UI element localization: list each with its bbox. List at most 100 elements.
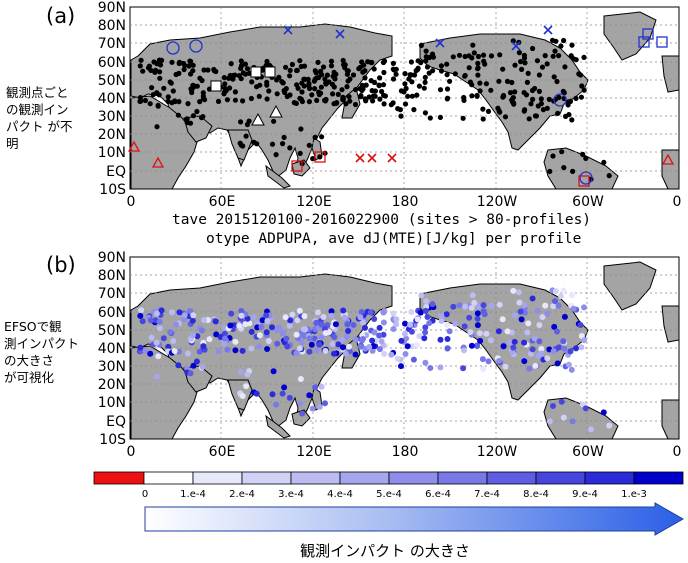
station-dot (422, 324, 429, 331)
station-dot (409, 93, 415, 99)
station-dot (353, 87, 359, 93)
colorbar-label: 7.e-4 (474, 489, 500, 500)
station-dot (437, 364, 444, 371)
station-dot (156, 318, 163, 325)
station-dot (170, 88, 176, 94)
station-dot (147, 101, 153, 107)
lon-label: 120E (296, 194, 332, 210)
station-dot (340, 307, 347, 314)
station-dot (284, 343, 291, 350)
station-dot (444, 345, 451, 352)
station-dot (532, 362, 539, 369)
station-dot (148, 67, 154, 73)
station-dot (273, 401, 280, 408)
station-dot (377, 75, 383, 81)
station-dot (176, 99, 182, 105)
red-triangle-marker (661, 153, 675, 165)
station-dot (560, 414, 567, 421)
station-dot (190, 312, 197, 319)
station-dot (322, 98, 328, 104)
station-dot (568, 366, 575, 373)
station-dot (367, 309, 374, 316)
station-dot (240, 98, 246, 104)
station-dot (402, 81, 408, 87)
blue-cross-marker (335, 29, 345, 39)
station-dot (550, 303, 557, 310)
station-dot (555, 110, 561, 116)
station-dot (534, 58, 541, 64)
station-dot (309, 92, 315, 98)
white-triangle-marker (251, 112, 265, 126)
station-dot (480, 52, 487, 58)
station-dot (330, 91, 336, 97)
station-dot (331, 84, 337, 90)
red-cross-marker (387, 153, 397, 163)
station-dot (345, 328, 352, 334)
station-dot (360, 69, 366, 75)
lon-label: 180 (392, 194, 419, 210)
station-dot (469, 292, 476, 299)
station-dot (550, 403, 556, 409)
station-dot (381, 92, 387, 98)
station-dot (253, 390, 260, 397)
station-dot (224, 97, 230, 103)
station-dot (550, 348, 557, 354)
station-dot (149, 85, 155, 91)
station-dot (606, 422, 613, 429)
station-dot (567, 348, 574, 355)
station-dot (422, 79, 428, 85)
station-dot (232, 97, 238, 103)
map-a-stations (137, 37, 612, 182)
lat-label: 60N (98, 55, 126, 71)
station-dot (556, 94, 562, 100)
lon-label: 120W (477, 444, 518, 460)
station-dot (398, 113, 404, 119)
red-cross-marker (355, 153, 365, 163)
station-dot (581, 87, 587, 93)
station-dot (569, 117, 575, 123)
panel-b-label: (b) (46, 253, 76, 277)
station-dot (381, 350, 388, 357)
station-dot (301, 76, 307, 82)
station-dot (299, 339, 305, 345)
station-dot (521, 339, 528, 346)
station-dot (287, 145, 293, 151)
station-dot (426, 320, 433, 327)
station-dot (606, 173, 612, 179)
station-dot (258, 323, 265, 330)
station-dot (561, 165, 567, 171)
station-dot (456, 52, 463, 58)
station-dot (170, 338, 177, 344)
station-dot (357, 64, 363, 70)
station-dot (480, 366, 487, 372)
station-dot (542, 53, 548, 59)
station-dot (510, 344, 517, 351)
station-dot (408, 328, 415, 335)
station-dot (499, 316, 506, 323)
europe-west-land (661, 305, 680, 343)
station-dot (237, 368, 244, 375)
station-dot (371, 316, 378, 322)
station-dot (294, 317, 301, 324)
station-dot (286, 394, 293, 401)
station-dot (422, 110, 428, 116)
station-dot (438, 68, 445, 74)
station-dot (393, 316, 400, 323)
lat-label: 20N (98, 377, 126, 393)
station-dot (477, 88, 483, 94)
station-dot (483, 330, 490, 337)
station-dot (393, 66, 399, 72)
europe-west-land (661, 55, 680, 93)
station-dot (530, 45, 536, 52)
station-dot (393, 71, 399, 77)
station-dot (475, 60, 481, 66)
station-dot (244, 66, 251, 72)
station-dot (423, 58, 429, 64)
station-dot (376, 332, 383, 339)
station-dot (236, 322, 243, 329)
station-dot (200, 114, 206, 120)
station-dot (346, 343, 352, 350)
lat-label: 10N (98, 145, 126, 161)
station-dot (437, 114, 443, 120)
station-dot (388, 102, 394, 108)
